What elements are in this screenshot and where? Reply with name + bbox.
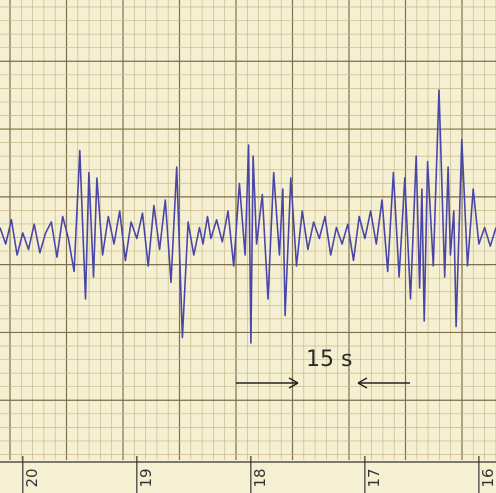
x-tick-label: 20 — [23, 468, 41, 487]
x-tick-label: 16 — [479, 468, 496, 487]
series-trace — [0, 89, 496, 344]
arrow-left-head — [357, 377, 368, 389]
x-tick-label: 18 — [251, 468, 269, 487]
x-ticks: 20 19 18 17 16 — [0, 456, 496, 493]
duration-annotation: 15 s — [306, 347, 352, 372]
x-tick-label: 17 — [365, 468, 383, 487]
x-tick-label: 19 — [137, 468, 155, 487]
arrow-right-head — [288, 377, 299, 389]
